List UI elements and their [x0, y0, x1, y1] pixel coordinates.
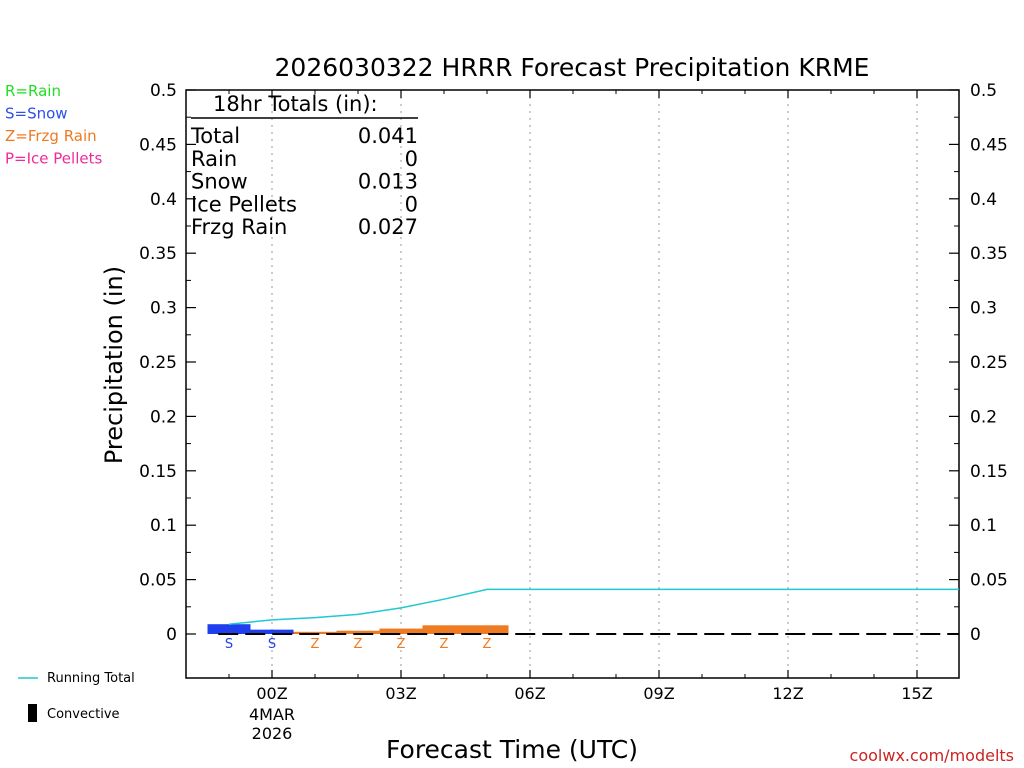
- credit-text: coolwx.com/modelts: [850, 746, 1014, 765]
- running-total-legend-label: Running Total: [47, 671, 135, 686]
- y-tick-label-left: 0.25: [139, 353, 177, 373]
- x-axis-label: Forecast Time (UTC): [386, 735, 638, 764]
- y-tick-label-left: 0.4: [150, 190, 177, 210]
- totals-row-value: 0.041: [358, 124, 418, 148]
- running-total-line: [228, 588, 959, 625]
- y-tick-label-left: 0: [166, 625, 177, 645]
- y-tick-label-right: 0.3: [970, 299, 997, 319]
- y-tick-label-left: 0.35: [139, 244, 177, 264]
- precip-bar: [293, 631, 337, 634]
- y-tick-label-left: 0.15: [139, 462, 177, 482]
- x-tick-label: 00Z: [256, 684, 287, 703]
- y-tick-label-right: 0.35: [970, 244, 1008, 264]
- precip-bar: [465, 625, 509, 634]
- x-tick-label: 03Z: [385, 684, 416, 703]
- x-gridlines: [271, 90, 918, 678]
- precip-type-label: Z: [397, 637, 406, 652]
- type-legend-item: P=Ice Pellets: [5, 150, 102, 168]
- y-axis-left: 0 0.05 0.1 0.15 0.2 0.25 0.3 0.35 0.4 0.45 0.5: [139, 81, 196, 645]
- precip-type-label: Z: [354, 637, 363, 652]
- y-tick-label-left: 0.45: [139, 135, 177, 155]
- precip-bar: [336, 630, 380, 634]
- type-legend-item: Z=Frzg Rain: [5, 127, 97, 145]
- totals-row-label: Frzg Rain: [191, 215, 287, 239]
- x-tick-date: 4MAR: [249, 705, 295, 724]
- y-tick-label-left: 0.5: [150, 81, 177, 101]
- y-tick-label-left: 0.2: [150, 407, 177, 427]
- precip-type-label: S: [268, 637, 276, 652]
- convective-legend-swatch: [28, 704, 37, 722]
- totals-row-label: Snow: [191, 170, 248, 194]
- precip-bar: [422, 625, 466, 634]
- x-tick-year: 2026: [252, 724, 293, 743]
- totals-row-value: 0.027: [358, 215, 418, 239]
- running-total-series: [228, 588, 959, 625]
- precip-bar: [250, 629, 294, 634]
- totals-row-value: 0: [405, 147, 418, 171]
- precip-type-label: S: [225, 637, 233, 652]
- y-tick-label-right: 0.5: [970, 81, 997, 101]
- x-tick-label: 06Z: [514, 684, 545, 703]
- totals-row-label: Ice Pellets: [191, 192, 297, 216]
- x-tick-label: 12Z: [772, 684, 803, 703]
- y-tick-label-right: 0.25: [970, 353, 1008, 373]
- precip-bar: [207, 624, 251, 634]
- y-tick-label-left: 0.05: [139, 571, 177, 591]
- y-tick-label-right: 0.2: [970, 407, 997, 427]
- totals-box: 18hr Totals (in): Total 0.041 Rain 0 Snow 0.0…: [190, 92, 418, 239]
- y-tick-label-right: 0.15: [970, 462, 1008, 482]
- precip-type-label: Z: [311, 637, 320, 652]
- type-legend-item: S=Snow: [5, 105, 68, 123]
- totals-row-value: 0: [405, 192, 418, 216]
- precip-type-legend: R=Rain S=Snow Z=Frzg Rain P=Ice Pellets: [5, 82, 102, 168]
- convective-legend-label: Convective: [47, 707, 120, 722]
- precip-type-label: Z: [440, 637, 449, 652]
- type-legend-item: R=Rain: [5, 82, 61, 100]
- chart-title: 2026030322 HRRR Forecast Precipitation K…: [275, 53, 870, 82]
- y-tick-label-right: 0: [970, 625, 981, 645]
- precip-type-label: Z: [483, 637, 492, 652]
- y-axis-label: Precipitation (in): [100, 266, 128, 464]
- y-tick-label-right: 0.4: [970, 190, 997, 210]
- totals-header: 18hr Totals (in):: [213, 92, 378, 116]
- x-tick-label: 09Z: [643, 684, 674, 703]
- precip-bars: [207, 624, 509, 634]
- y-tick-label-left: 0.1: [150, 516, 177, 536]
- x-tick-label: 15Z: [901, 684, 932, 703]
- precip-bar: [379, 628, 423, 634]
- totals-row-label: Rain: [191, 147, 237, 171]
- y-tick-label-left: 0.3: [150, 299, 177, 319]
- totals-row-label: Total: [190, 124, 240, 148]
- y-axis-right: 0 0.05 0.1 0.15 0.2 0.25 0.3 0.35 0.4 0.45 0.5: [949, 81, 1008, 645]
- y-tick-label-right: 0.1: [970, 516, 997, 536]
- totals-row-value: 0.013: [358, 170, 418, 194]
- y-tick-label-right: 0.05: [970, 571, 1008, 591]
- y-tick-label-right: 0.45: [970, 135, 1008, 155]
